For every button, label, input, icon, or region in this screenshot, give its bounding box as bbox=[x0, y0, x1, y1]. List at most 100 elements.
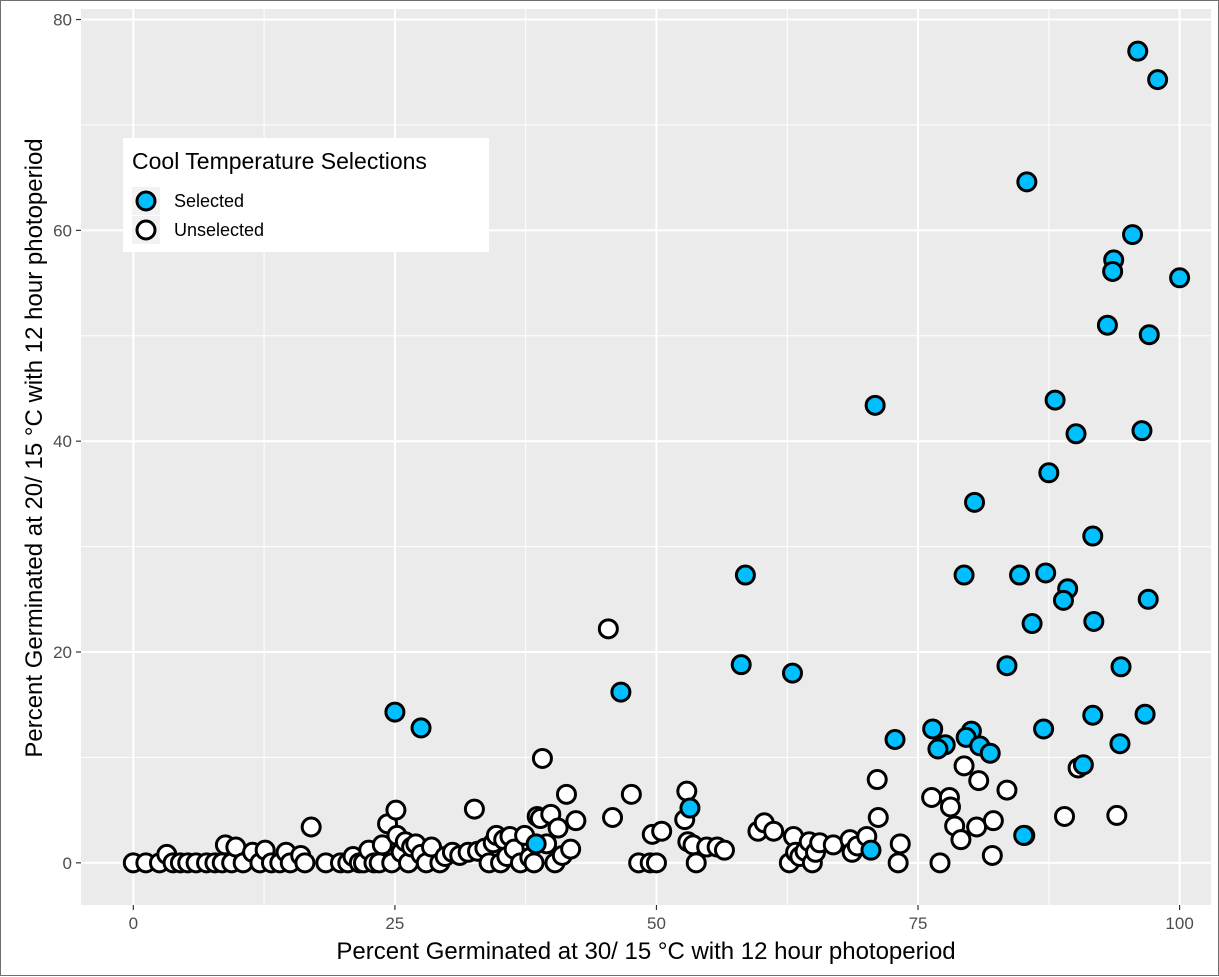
unselected-point bbox=[939, 796, 961, 818]
unselected-point bbox=[866, 769, 888, 791]
y-tick-label: 20 bbox=[53, 643, 72, 662]
unselected-point bbox=[547, 817, 569, 839]
unselected-point bbox=[371, 834, 393, 856]
selected-point bbox=[384, 701, 406, 723]
x-tick-label: 25 bbox=[385, 914, 404, 933]
unselected-point bbox=[953, 755, 975, 777]
selected-point bbox=[1102, 260, 1124, 282]
unselected-point bbox=[889, 833, 911, 855]
legend-label-unselected: Unselected bbox=[174, 220, 264, 240]
selected-point bbox=[979, 742, 1001, 764]
selected-point bbox=[1169, 267, 1191, 289]
selected-point bbox=[1110, 656, 1132, 678]
unselected-point bbox=[294, 852, 316, 874]
selected-point bbox=[410, 717, 432, 739]
unselected-point bbox=[1106, 804, 1128, 826]
unselected-point bbox=[385, 799, 407, 821]
legend-label-selected: Selected bbox=[174, 191, 244, 211]
x-axis-title: Percent Germinated at 30/ 15 °C with 12 … bbox=[336, 938, 955, 965]
legend-title: Cool Temperature Selections bbox=[132, 148, 427, 174]
unselected-point bbox=[651, 820, 673, 842]
selected-point bbox=[1138, 324, 1160, 346]
selected-point bbox=[610, 681, 632, 703]
selected-point bbox=[734, 564, 756, 586]
data-points bbox=[122, 40, 1191, 874]
x-tick-label: 75 bbox=[909, 914, 928, 933]
selected-point bbox=[864, 394, 886, 416]
y-tick-label: 60 bbox=[53, 221, 72, 240]
y-tick-label: 80 bbox=[53, 11, 72, 30]
selected-point bbox=[1096, 314, 1118, 336]
unselected-point bbox=[531, 747, 553, 769]
selected-point bbox=[1127, 40, 1149, 62]
selected-point bbox=[1082, 525, 1104, 547]
selected-point bbox=[1134, 703, 1156, 725]
selected-point bbox=[679, 797, 701, 819]
selected-point bbox=[922, 718, 944, 740]
unselected-point bbox=[921, 786, 943, 808]
legend-key-unselected bbox=[135, 219, 157, 241]
selected-point bbox=[1009, 564, 1031, 586]
y-tick-label: 0 bbox=[63, 854, 72, 873]
x-tick-label: 100 bbox=[1165, 914, 1193, 933]
unselected-point bbox=[645, 852, 667, 874]
unselected-point bbox=[981, 844, 1003, 866]
unselected-point bbox=[523, 852, 545, 874]
unselected-point bbox=[713, 839, 735, 861]
selected-point bbox=[781, 662, 803, 684]
unselected-point bbox=[620, 783, 642, 805]
selected-point bbox=[1044, 389, 1066, 411]
unselected-point bbox=[996, 779, 1018, 801]
selected-point bbox=[953, 564, 975, 586]
unselected-point bbox=[982, 810, 1004, 832]
selected-point bbox=[1038, 462, 1060, 484]
legend: Cool Temperature Selections Selected Uns… bbox=[123, 138, 489, 252]
selected-point bbox=[1109, 733, 1131, 755]
selected-point bbox=[1035, 562, 1057, 584]
selected-point bbox=[525, 833, 547, 855]
selected-point bbox=[964, 491, 986, 513]
selected-point bbox=[927, 738, 949, 760]
selected-point bbox=[1131, 420, 1153, 442]
unselected-point bbox=[463, 798, 485, 820]
selected-point bbox=[996, 655, 1018, 677]
selected-point bbox=[1122, 224, 1144, 246]
legend-box bbox=[123, 138, 489, 252]
unselected-point bbox=[887, 852, 909, 874]
selected-point bbox=[1013, 824, 1035, 846]
unselected-point bbox=[950, 829, 972, 851]
x-tick-label: 0 bbox=[129, 914, 138, 933]
selected-point bbox=[730, 654, 752, 676]
selected-point bbox=[1083, 610, 1105, 632]
unselected-point bbox=[929, 852, 951, 874]
unselected-point bbox=[1054, 805, 1076, 827]
axis-ticks: 0 25 50 75 100 0 20 40 60 80 bbox=[53, 11, 1194, 933]
unselected-point bbox=[968, 770, 990, 792]
x-tick-label: 50 bbox=[647, 914, 666, 933]
unselected-point bbox=[597, 618, 619, 640]
legend-key-selected bbox=[135, 190, 157, 212]
unselected-point bbox=[602, 807, 624, 829]
selected-point bbox=[1016, 171, 1038, 193]
selected-point bbox=[1072, 754, 1094, 776]
unselected-point bbox=[300, 816, 322, 838]
selected-point bbox=[860, 839, 882, 861]
unselected-point bbox=[555, 783, 577, 805]
selected-point bbox=[1033, 718, 1055, 740]
unselected-point bbox=[560, 838, 582, 860]
selected-point bbox=[1082, 704, 1104, 726]
selected-point bbox=[1137, 588, 1159, 610]
unselected-point bbox=[867, 807, 889, 829]
y-axis-title: Percent Germinated at 20/ 15 °C with 12 … bbox=[21, 138, 48, 757]
y-tick-label: 40 bbox=[53, 432, 72, 451]
selected-point bbox=[1052, 589, 1074, 611]
unselected-point bbox=[685, 852, 707, 874]
selected-point bbox=[884, 729, 906, 751]
selected-point bbox=[1021, 613, 1043, 635]
selected-point bbox=[1065, 423, 1087, 445]
unselected-point bbox=[763, 820, 785, 842]
unselected-point bbox=[676, 780, 698, 802]
unselected-point bbox=[565, 810, 587, 832]
